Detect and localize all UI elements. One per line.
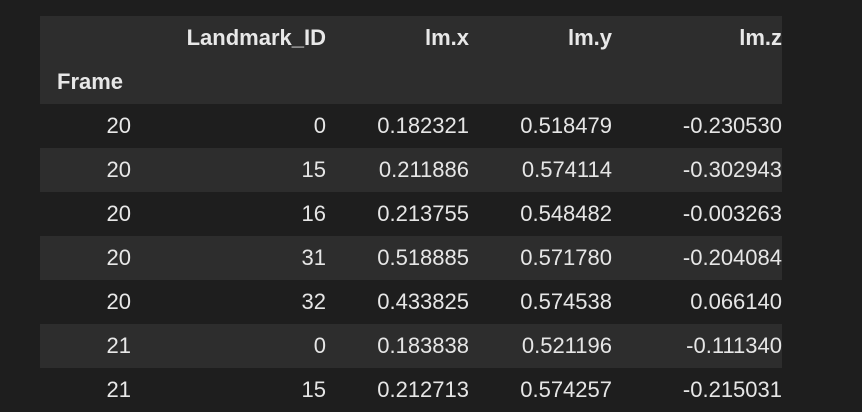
cell-lm-z: -0.302943: [612, 148, 782, 192]
cell-landmark-id: 15: [131, 148, 326, 192]
column-header-landmark-id: Landmark_ID: [131, 16, 326, 60]
dataframe-table: Landmark_ID lm.x lm.y lm.z Frame 20 0 0.…: [40, 16, 782, 412]
column-header-lm-z: lm.z: [612, 16, 782, 60]
dataframe-output: Landmark_ID lm.x lm.y lm.z Frame 20 0 0.…: [40, 16, 782, 412]
column-header-row: Landmark_ID lm.x lm.y lm.z: [40, 16, 782, 60]
table-header: Landmark_ID lm.x lm.y lm.z Frame: [40, 16, 782, 104]
cell-landmark-id: 0: [131, 104, 326, 148]
row-index-frame: 20: [40, 104, 131, 148]
cell-landmark-id: 16: [131, 192, 326, 236]
cell-lm-z: -0.204084: [612, 236, 782, 280]
cell-lm-y: 0.518479: [469, 104, 612, 148]
cell-landmark-id: 15: [131, 368, 326, 412]
table-row: 20 15 0.211886 0.574114 -0.302943: [40, 148, 782, 192]
row-index-frame: 20: [40, 148, 131, 192]
cell-lm-x: 0.518885: [326, 236, 469, 280]
cell-lm-z: -0.230530: [612, 104, 782, 148]
row-index-frame: 20: [40, 280, 131, 324]
cell-lm-y: 0.574257: [469, 368, 612, 412]
cell-lm-y: 0.574114: [469, 148, 612, 192]
cell-landmark-id: 31: [131, 236, 326, 280]
table-row: 20 0 0.182321 0.518479 -0.230530: [40, 104, 782, 148]
cell-lm-x: 0.182321: [326, 104, 469, 148]
cell-lm-z: -0.215031: [612, 368, 782, 412]
blank-corner-cell: [40, 16, 131, 60]
cell-lm-z: -0.003263: [612, 192, 782, 236]
cell-lm-x: 0.183838: [326, 324, 469, 368]
cell-lm-z: -0.111340: [612, 324, 782, 368]
column-header-lm-y: lm.y: [469, 16, 612, 60]
table-row: 20 31 0.518885 0.571780 -0.204084: [40, 236, 782, 280]
cell-lm-y: 0.548482: [469, 192, 612, 236]
row-index-frame: 20: [40, 192, 131, 236]
table-row: 20 16 0.213755 0.548482 -0.003263: [40, 192, 782, 236]
cell-landmark-id: 0: [131, 324, 326, 368]
column-header-lm-x: lm.x: [326, 16, 469, 60]
index-row-empty-cell: [469, 60, 612, 104]
cell-lm-x: 0.433825: [326, 280, 469, 324]
table-row: 20 32 0.433825 0.574538 0.066140: [40, 280, 782, 324]
table-row: 21 0 0.183838 0.521196 -0.111340: [40, 324, 782, 368]
index-row-empty-cell: [612, 60, 782, 104]
index-row-empty-cell: [326, 60, 469, 104]
cell-lm-x: 0.212713: [326, 368, 469, 412]
cell-lm-y: 0.574538: [469, 280, 612, 324]
cell-lm-z: 0.066140: [612, 280, 782, 324]
table-row: 21 15 0.212713 0.574257 -0.215031: [40, 368, 782, 412]
index-row-empty-cell: [131, 60, 326, 104]
table-body: 20 0 0.182321 0.518479 -0.230530 20 15 0…: [40, 104, 782, 412]
cell-landmark-id: 32: [131, 280, 326, 324]
row-index-frame: 21: [40, 324, 131, 368]
row-index-frame: 20: [40, 236, 131, 280]
cell-lm-y: 0.521196: [469, 324, 612, 368]
index-name-row: Frame: [40, 60, 782, 104]
cell-lm-x: 0.211886: [326, 148, 469, 192]
row-index-frame: 21: [40, 368, 131, 412]
cell-lm-x: 0.213755: [326, 192, 469, 236]
cell-lm-y: 0.571780: [469, 236, 612, 280]
index-name-frame: Frame: [40, 60, 131, 104]
